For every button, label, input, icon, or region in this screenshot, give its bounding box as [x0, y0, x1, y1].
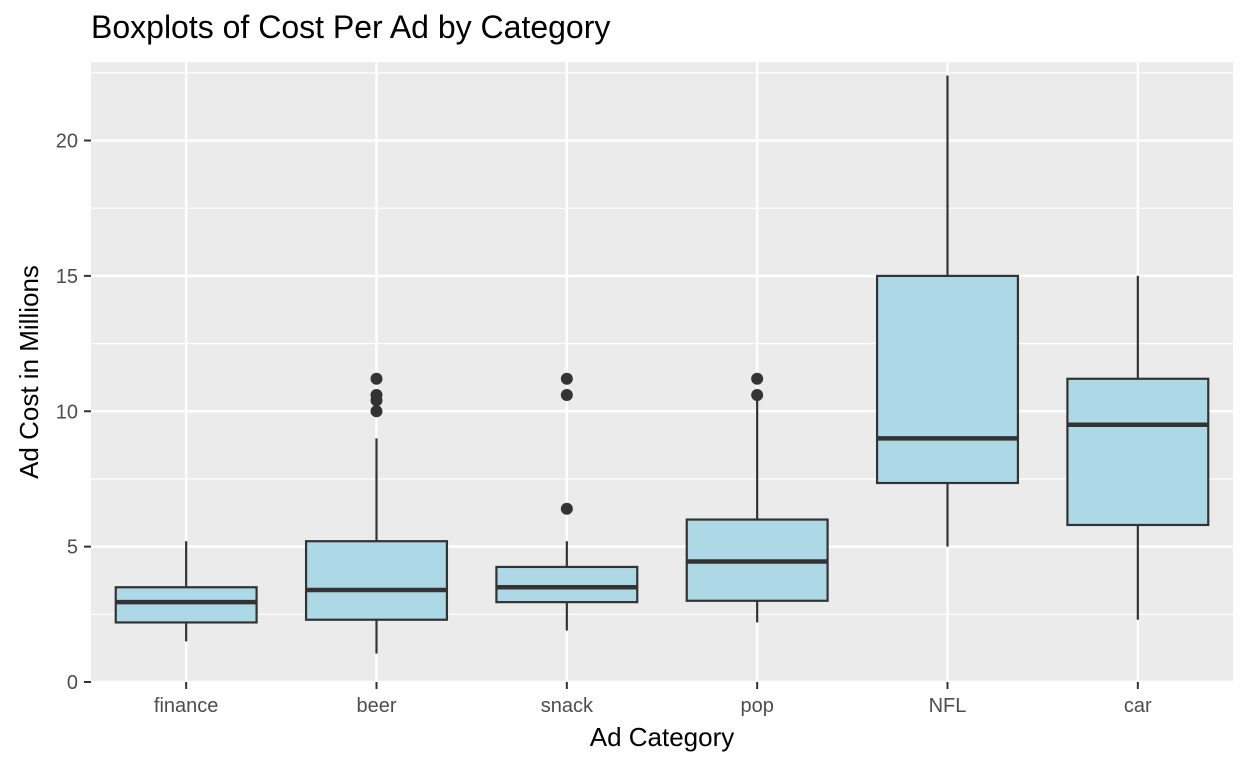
- x-tick-label: car: [1124, 695, 1152, 717]
- outlier-point: [370, 389, 383, 402]
- y-tick-label: 15: [56, 266, 78, 288]
- y-tick-label: 20: [56, 131, 78, 153]
- y-tick-label: 0: [67, 672, 78, 694]
- box-car: [1066, 275, 1210, 620]
- box-pop: [685, 372, 829, 623]
- chart-title: Boxplots of Cost Per Ad by Category: [91, 9, 611, 45]
- box-finance: [114, 541, 258, 642]
- axes: 0 5 10 15 20 finance beer snack pop NFL car: [56, 131, 1152, 717]
- iqr-box: [1066, 377, 1210, 527]
- outlier-point: [370, 372, 383, 385]
- iqr-box: [875, 274, 1020, 485]
- x-tick-label: pop: [740, 695, 773, 717]
- outlier-point: [560, 389, 573, 402]
- iqr-box: [304, 540, 449, 621]
- x-tick-label: finance: [154, 695, 219, 717]
- outlier-point: [751, 389, 764, 402]
- outlier-point: [560, 502, 573, 515]
- boxes-layer: [114, 75, 1210, 654]
- y-axis-title: Ad Cost in Millions: [14, 265, 44, 479]
- x-tick-label: snack: [541, 695, 594, 717]
- outlier-point: [560, 372, 573, 385]
- x-axis-title: Ad Category: [590, 722, 735, 752]
- box-snack: [495, 372, 639, 631]
- box-NFL: [875, 75, 1020, 547]
- y-tick-label: 5: [67, 537, 78, 559]
- x-tick-label: NFL: [929, 695, 967, 717]
- iqr-box: [495, 565, 639, 604]
- x-tick-label: beer: [356, 695, 396, 717]
- outlier-point: [751, 372, 764, 385]
- box-beer: [304, 372, 449, 654]
- y-tick-label: 10: [56, 401, 78, 423]
- outlier-point: [370, 405, 383, 418]
- iqr-box: [114, 586, 258, 624]
- plot-panel: [91, 62, 1233, 682]
